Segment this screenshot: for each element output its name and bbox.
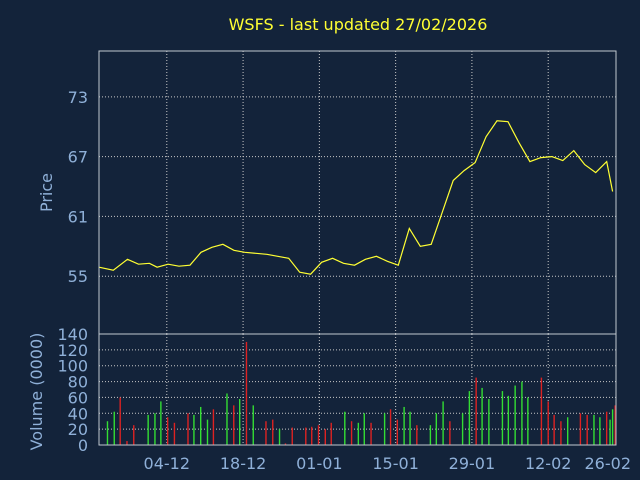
volume-grid: [99, 334, 617, 445]
price-line: [98, 120, 614, 275]
price-y-tick-label: 73: [68, 88, 88, 107]
x-tick-label: 04-12: [144, 454, 191, 473]
price-panel: 55 61 67 73 Price: [37, 50, 617, 335]
volume-y-tick-label: 80: [68, 373, 88, 392]
x-tick-label: 01-01: [296, 454, 343, 473]
x-tick-label: 18-12: [220, 454, 267, 473]
x-ticks: 04-12 18-12 01-01 15-01 29-01 12-02 26-02: [144, 454, 631, 473]
volume-y-tick-label: 60: [68, 388, 88, 407]
x-tick-label: 26-02: [585, 454, 632, 473]
volume-y-tick-label: 0: [78, 436, 88, 455]
x-tick-label: 29-01: [449, 454, 496, 473]
volume-y-tick-label: 40: [68, 404, 88, 423]
chart-title: WSFS - last updated 27/02/2026: [229, 15, 488, 34]
volume-bars: [106, 341, 616, 445]
x-tick-label: 15-01: [372, 454, 419, 473]
price-axis-label: Price: [37, 173, 56, 212]
volume-axis-label: Volume (0000): [27, 333, 46, 451]
volume-y-tick-label: 120: [57, 341, 88, 360]
volume-y-tick-label: 20: [68, 420, 88, 439]
volume-frame: [98, 333, 617, 446]
price-y-ticks: 55 61 67 73: [68, 88, 88, 286]
price-y-tick-label: 55: [68, 267, 88, 286]
x-tick-label: 12-02: [525, 454, 572, 473]
volume-y-tick-label: 140: [57, 325, 88, 344]
volume-y-tick-label: 100: [57, 357, 88, 376]
price-y-tick-label: 67: [68, 148, 88, 167]
price-y-tick-label: 61: [68, 207, 88, 226]
